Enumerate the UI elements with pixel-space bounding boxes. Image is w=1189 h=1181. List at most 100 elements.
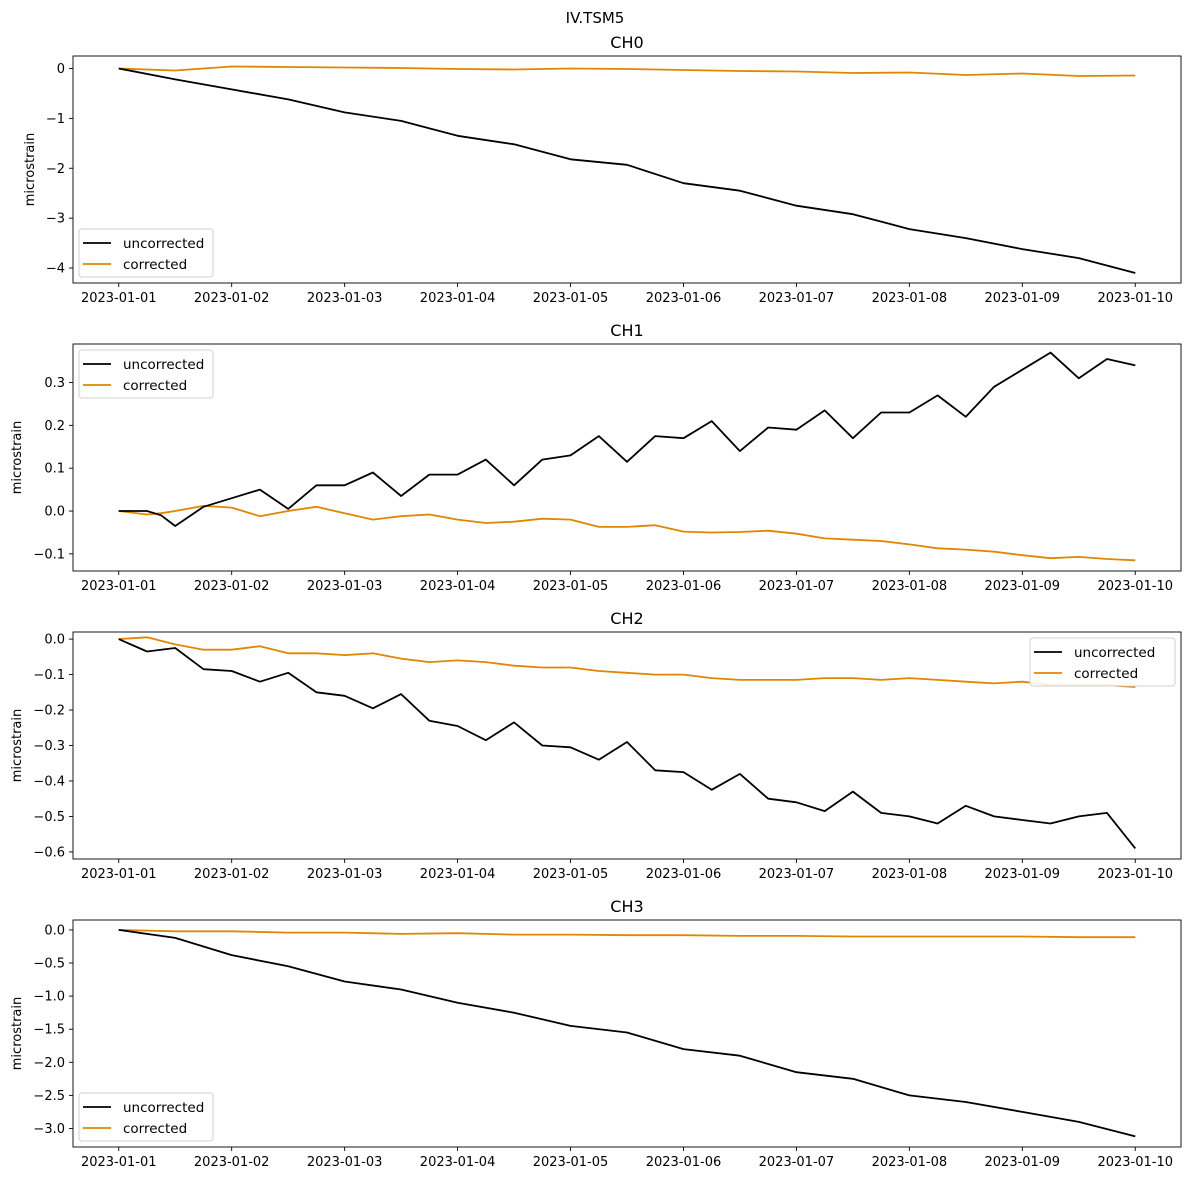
x-tick-label: 2023-01-09 — [985, 867, 1061, 882]
y-tick-label: 0.1 — [44, 462, 65, 477]
legend-box — [78, 228, 214, 278]
axes-frame — [72, 55, 1182, 284]
y-tick-label: −0.1 — [33, 668, 65, 683]
series-line-corrected — [118, 929, 1136, 939]
x-tick-label: 2023-01-08 — [872, 867, 948, 882]
y-tick-label: −2 — [46, 162, 65, 177]
x-tick-label: 2023-01-05 — [533, 291, 609, 306]
x-tick-label: 2023-01-10 — [1097, 1155, 1173, 1170]
x-tick-label: 2023-01-01 — [81, 291, 157, 306]
y-axis-label: microstrain — [10, 421, 25, 494]
x-tick-label: 2023-01-02 — [194, 1155, 270, 1170]
x-tick-label: 2023-01-05 — [533, 1155, 609, 1170]
y-tick-label: −4 — [46, 262, 65, 277]
x-tick-label: 2023-01-02 — [194, 291, 270, 306]
x-tick-label: 2023-01-03 — [307, 1155, 383, 1170]
x-tick-label: 2023-01-09 — [985, 291, 1061, 306]
y-axis-label: microstrain — [23, 133, 38, 206]
x-tick-label: 2023-01-07 — [759, 867, 835, 882]
x-tick-label: 2023-01-10 — [1097, 291, 1173, 306]
series-line-corrected — [118, 504, 1136, 562]
legend-box — [1029, 637, 1176, 687]
y-tick-label: −0.6 — [33, 845, 65, 860]
y-tick-label: −0.4 — [33, 774, 65, 789]
plot-area — [73, 632, 1181, 859]
legend-label-uncorrected: uncorrected — [123, 1100, 204, 1116]
y-tick-label: −2.5 — [33, 1089, 65, 1104]
y-tick-label: 0.0 — [44, 633, 65, 648]
x-tick-label: 2023-01-06 — [646, 867, 722, 882]
x-tick-label: 2023-01-06 — [646, 1155, 722, 1170]
legend: uncorrected corrected — [78, 349, 214, 399]
x-tick-label: 2023-01-04 — [420, 579, 496, 594]
axes-frame — [72, 631, 1182, 860]
panel-title: CH2 — [610, 609, 643, 628]
chart-panel-ch0: CH0 microstrain 2023-01-01 2023-01-02 2023-0… — [23, 33, 1182, 306]
y-axis-label: microstrain — [10, 997, 25, 1070]
series-line-uncorrected — [118, 929, 1136, 1138]
chart-panel-ch1: CH1 microstrain 2023-01-01 2023-01-02 2023-0… — [10, 321, 1182, 594]
legend-label-uncorrected: uncorrected — [123, 357, 204, 373]
x-tick-label: 2023-01-06 — [646, 579, 722, 594]
chart-panel-ch2: CH2 microstrain 2023-01-01 2023-01-02 2023-0… — [10, 609, 1182, 882]
y-tick-label: −3.0 — [33, 1122, 65, 1137]
legend-label-uncorrected: uncorrected — [1074, 645, 1155, 661]
x-tick-label: 2023-01-04 — [420, 867, 496, 882]
legend-label-corrected: corrected — [123, 1121, 187, 1137]
chart-panel-ch3: CH3 microstrain 2023-01-01 2023-01-02 2023-0… — [10, 897, 1182, 1170]
x-tick-label: 2023-01-09 — [985, 1155, 1061, 1170]
y-axis-label: microstrain — [10, 709, 25, 782]
plot-area — [73, 920, 1181, 1147]
series-line-uncorrected — [118, 67, 1136, 274]
x-tick-label: 2023-01-09 — [985, 579, 1061, 594]
y-tick-label: −0.2 — [33, 704, 65, 719]
legend-label-uncorrected: uncorrected — [123, 236, 204, 252]
y-tick-label: −0.1 — [33, 547, 65, 562]
legend: uncorrected corrected — [1029, 637, 1176, 687]
y-tick-label: −1.5 — [33, 1023, 65, 1038]
x-tick-label: 2023-01-06 — [646, 291, 722, 306]
figure-title: IV.TSM5 — [566, 9, 625, 27]
x-tick-label: 2023-01-05 — [533, 579, 609, 594]
x-tick-label: 2023-01-07 — [759, 291, 835, 306]
x-tick-label: 2023-01-04 — [420, 291, 496, 306]
x-tick-label: 2023-01-10 — [1097, 867, 1173, 882]
legend-box — [78, 349, 214, 399]
y-tick-label: 0.0 — [44, 505, 65, 520]
axes-frame — [72, 343, 1182, 572]
y-tick-label: 0.2 — [44, 419, 65, 434]
x-tick-label: 2023-01-03 — [307, 291, 383, 306]
legend-label-corrected: corrected — [1074, 666, 1138, 682]
x-tick-label: 2023-01-10 — [1097, 579, 1173, 594]
x-tick-label: 2023-01-07 — [759, 579, 835, 594]
x-tick-label: 2023-01-08 — [872, 291, 948, 306]
legend-label-corrected: corrected — [123, 257, 187, 273]
panel-title: CH3 — [610, 897, 643, 916]
x-tick-label: 2023-01-02 — [194, 579, 270, 594]
y-tick-label: −0.5 — [33, 957, 65, 972]
y-tick-label: 0.0 — [44, 923, 65, 938]
y-tick-label: −3 — [46, 212, 65, 227]
panels: CH0 microstrain 2023-01-01 2023-01-02 2023-0… — [10, 33, 1182, 1170]
plot-area — [73, 344, 1181, 571]
x-tick-label: 2023-01-03 — [307, 867, 383, 882]
series-line-corrected — [118, 65, 1136, 77]
x-tick-label: 2023-01-07 — [759, 1155, 835, 1170]
series-line-corrected — [118, 636, 1136, 688]
x-tick-label: 2023-01-01 — [81, 579, 157, 594]
legend-box — [78, 1092, 214, 1142]
y-tick-label: −0.3 — [33, 739, 65, 754]
legend: uncorrected corrected — [78, 1092, 214, 1142]
y-tick-label: −0.5 — [33, 810, 65, 825]
series-line-uncorrected — [118, 638, 1137, 849]
panel-title: CH0 — [610, 33, 643, 52]
y-tick-label: 0 — [57, 62, 65, 77]
x-tick-label: 2023-01-01 — [81, 1155, 157, 1170]
panel-title: CH1 — [610, 321, 643, 340]
y-tick-label: −1.0 — [33, 990, 65, 1005]
x-tick-label: 2023-01-05 — [533, 867, 609, 882]
x-tick-label: 2023-01-08 — [872, 1155, 948, 1170]
y-tick-label: 0.3 — [44, 376, 65, 391]
y-tick-label: −2.0 — [33, 1056, 65, 1071]
